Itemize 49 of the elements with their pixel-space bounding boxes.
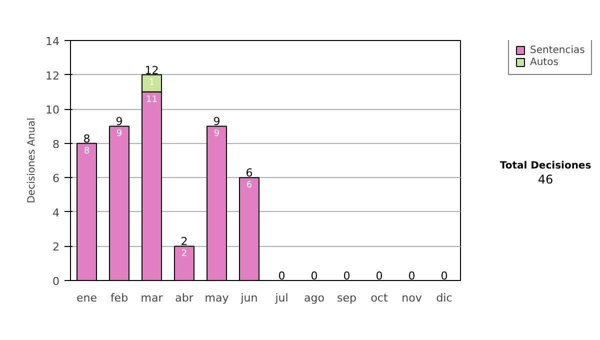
x-tick-label: jun xyxy=(240,292,258,304)
bar xyxy=(206,126,227,280)
data-label: 2 xyxy=(181,249,188,260)
y-tick-label: 10 xyxy=(46,104,60,117)
y-axis-title: Decisiones Anual xyxy=(26,118,38,204)
x-tick-label: may xyxy=(204,292,230,304)
data-label: 9 xyxy=(116,129,122,140)
data-label: 9 xyxy=(214,129,220,140)
total-label: 12 xyxy=(144,64,159,77)
total-label: 9 xyxy=(116,115,123,128)
y-tick-label: 4 xyxy=(52,206,60,220)
x-tick-label: dic xyxy=(436,292,452,304)
data-label: 8 xyxy=(84,146,90,156)
x-tick-label: sep xyxy=(337,292,357,304)
total-label: 2 xyxy=(180,235,188,248)
text: 46 xyxy=(538,172,554,186)
bar xyxy=(174,246,194,280)
total-label: 0 xyxy=(376,270,383,282)
text: Total Decisiones xyxy=(500,160,592,172)
y-tick-label: 14 xyxy=(46,35,60,48)
data-label: 6 xyxy=(246,180,252,191)
bar xyxy=(239,177,260,280)
total-label: 0 xyxy=(343,270,350,282)
y-tick-label: 2 xyxy=(52,240,60,254)
legend-label: Autos xyxy=(530,56,558,68)
x-tick-label: ago xyxy=(304,292,325,304)
x-tick-label: ene xyxy=(76,292,98,304)
legend-label: Sentencias xyxy=(530,44,585,56)
x-tick-label: mar xyxy=(140,292,164,304)
x-tick-label: abr xyxy=(175,292,194,304)
x-tick-label: feb xyxy=(110,292,128,304)
total-label: 8 xyxy=(83,132,90,146)
bar xyxy=(109,126,130,280)
total-label: 0 xyxy=(408,270,416,282)
data-label: 11 xyxy=(146,94,158,105)
total-label: 6 xyxy=(246,166,253,180)
total-label: 0 xyxy=(278,270,286,282)
data-label: 1 xyxy=(148,78,155,88)
x-tick-label: oct xyxy=(370,292,388,304)
total-label: 0 xyxy=(310,270,318,282)
y-tick-label: 12 xyxy=(46,69,60,82)
y-tick-label: 0 xyxy=(52,275,60,288)
y-tick-label: 8 xyxy=(52,138,60,151)
x-tick-label: jul xyxy=(274,292,288,304)
total-label: 0 xyxy=(440,270,448,282)
bar xyxy=(76,142,97,280)
total-label: 9 xyxy=(213,115,220,128)
x-tick-label: nov xyxy=(402,292,422,304)
y-tick-label: 6 xyxy=(52,172,60,186)
